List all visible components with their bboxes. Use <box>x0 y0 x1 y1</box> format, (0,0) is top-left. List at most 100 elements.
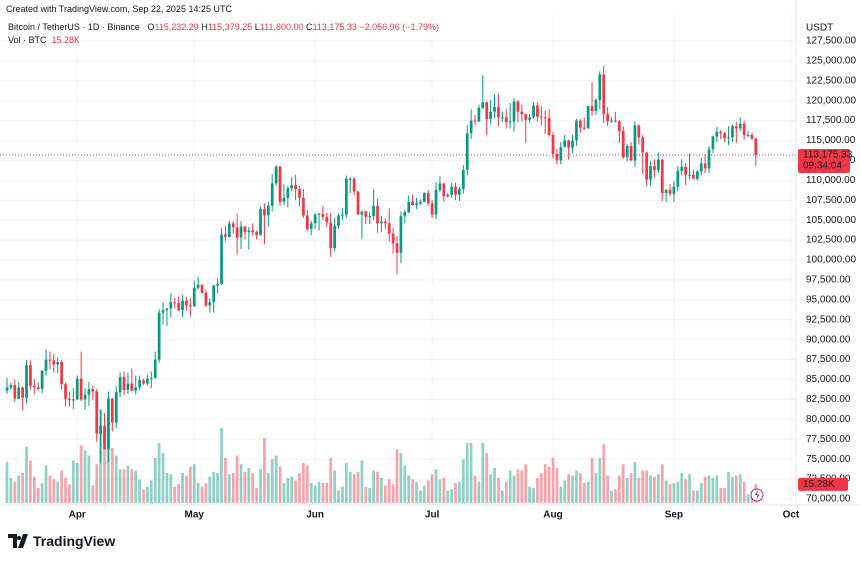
y-tick-label: 115,000.00 <box>806 135 856 146</box>
candle-body <box>750 134 754 139</box>
x-tick-label: Sep <box>665 510 683 521</box>
volume-bar <box>602 444 606 503</box>
candle-body <box>305 215 309 229</box>
candle-body <box>504 117 508 123</box>
x-tick-label: May <box>184 510 204 521</box>
volume-bar <box>660 464 664 503</box>
candle-body <box>286 188 290 198</box>
volume-bar <box>134 470 138 503</box>
candle-body <box>547 118 551 135</box>
candle-body <box>734 126 738 129</box>
candle-body <box>419 201 422 204</box>
o-label: O <box>147 22 155 32</box>
volume-bar <box>259 469 262 503</box>
candle-body <box>153 359 157 378</box>
volume-bar <box>220 428 223 503</box>
volume-bar <box>532 488 535 503</box>
candle-body <box>598 74 602 100</box>
candle-body <box>192 287 196 307</box>
candle-body <box>21 387 24 398</box>
candle-body <box>71 399 75 401</box>
y-tick-label: 120,000.00 <box>806 95 856 106</box>
candle-body <box>551 134 555 155</box>
logo-icon <box>8 534 28 548</box>
volume-bar <box>79 445 83 503</box>
logo-text: TradingView <box>33 533 116 549</box>
logo: TradingView <box>8 533 115 549</box>
candle-body <box>649 165 652 180</box>
candle-body <box>442 183 446 197</box>
candle-body <box>263 209 266 216</box>
candle-body <box>438 183 442 190</box>
candle-body <box>473 120 477 122</box>
volume-bar <box>680 473 684 503</box>
volume-bar <box>563 480 567 503</box>
volume-bar <box>422 485 426 503</box>
candle-body <box>114 392 118 423</box>
volume-bar <box>60 470 63 503</box>
candle-body <box>380 221 383 224</box>
volume-bar <box>29 460 32 503</box>
candle-body <box>481 102 485 108</box>
volume-bar <box>446 490 450 503</box>
volume-bar <box>333 470 336 503</box>
candle-body <box>29 365 32 386</box>
candle-body <box>746 134 750 136</box>
candle-body <box>707 149 711 169</box>
volume-bar <box>255 488 258 503</box>
volume-bar <box>169 474 173 503</box>
volume-bar <box>356 471 360 503</box>
volume-bar <box>703 476 707 503</box>
candle-body <box>87 389 91 395</box>
candle-body <box>727 137 730 139</box>
candle-body <box>212 285 216 303</box>
open: 115,232.29 <box>154 22 199 32</box>
volume-bar <box>251 473 255 503</box>
candle-body <box>454 186 457 195</box>
volume-bar <box>278 466 282 503</box>
candle-body <box>317 213 321 215</box>
y-tick-label: 80,000.00 <box>806 414 851 425</box>
volume-bar <box>64 478 67 503</box>
candle-body <box>130 383 134 391</box>
candle-body <box>282 197 286 202</box>
candle-body <box>204 292 208 306</box>
candle-body <box>251 230 255 233</box>
volume-bar <box>387 479 391 503</box>
candle-body <box>344 178 348 215</box>
candle-body <box>680 166 684 171</box>
y-tick-label: 75,000.00 <box>806 454 851 465</box>
candle-body <box>461 169 465 190</box>
volume-bar <box>746 494 750 503</box>
volume-bar <box>598 458 602 503</box>
volume-bar <box>177 484 180 503</box>
candle-body <box>754 138 758 156</box>
vol-value: 15.28K <box>51 35 81 45</box>
candle-body <box>56 361 60 365</box>
volume-bar <box>274 455 278 503</box>
volume-bar <box>403 465 407 503</box>
volume-bar <box>110 448 114 503</box>
volume-bar <box>442 478 446 503</box>
volume-bar <box>508 470 512 503</box>
candle-body <box>372 205 375 217</box>
volume-bar <box>742 481 746 503</box>
volume-bar <box>493 468 496 503</box>
candle-body <box>446 194 450 197</box>
candle-body <box>430 203 434 215</box>
created-note: Created with TradingView.com, Sep 22, 20… <box>6 4 232 14</box>
candle-body <box>333 225 336 249</box>
volume-bar <box>114 455 118 503</box>
y-tick-label: 107,500.00 <box>806 195 856 206</box>
volume-header: Vol · BTC 15.28K <box>8 35 80 45</box>
volume-bar <box>559 486 563 503</box>
volume-bar <box>71 460 75 503</box>
volume-label-box <box>798 477 848 491</box>
volume-bar <box>364 486 368 503</box>
y-tick-label: 105,000.00 <box>806 215 856 226</box>
candle-body <box>641 137 645 153</box>
candle-body <box>731 126 734 138</box>
candle-body <box>103 425 106 449</box>
volume-bar <box>185 475 188 503</box>
volume-bar <box>325 483 329 503</box>
